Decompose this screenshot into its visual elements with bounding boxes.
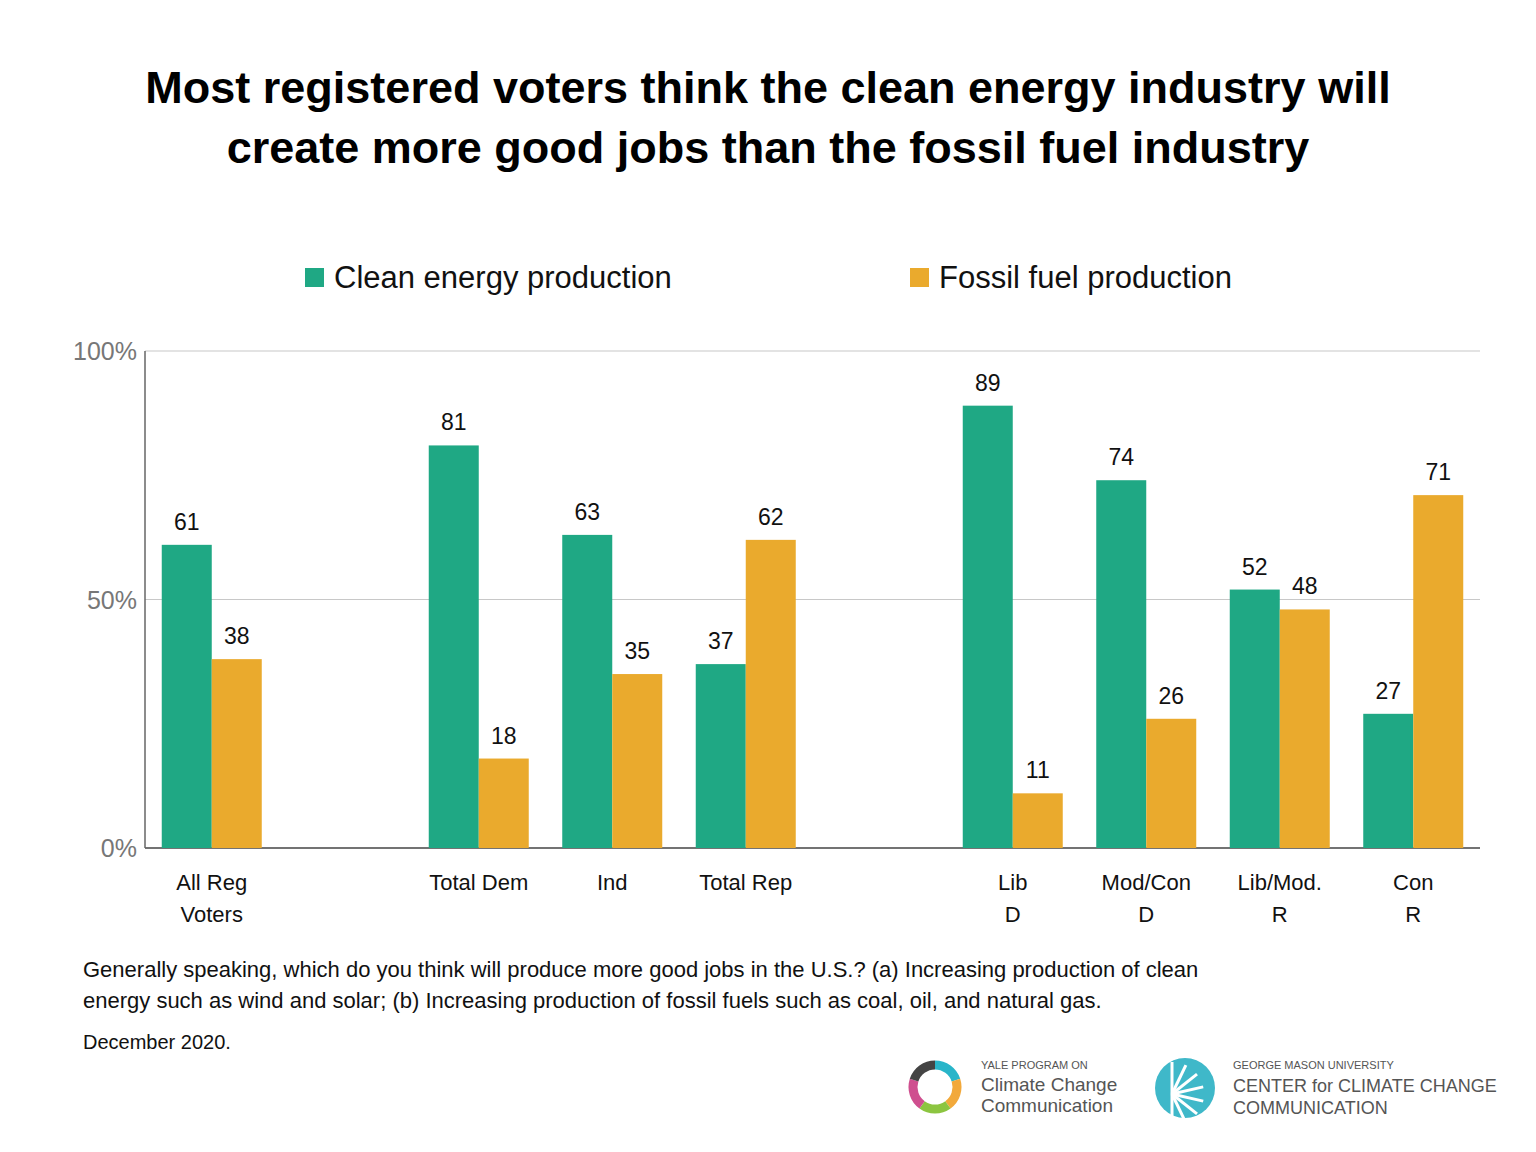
bar	[1096, 480, 1146, 848]
x-tick-label: Mod/Con D	[1102, 870, 1191, 927]
title-line: create more good jobs than the fossil fu…	[227, 122, 1310, 173]
x-tick-label: Total Dem	[429, 870, 528, 895]
logo-ring	[914, 1065, 935, 1080]
bar	[562, 535, 612, 848]
bar	[1413, 495, 1463, 848]
bar	[1230, 590, 1280, 848]
chart: Most registered voters think the clean e…	[0, 0, 1536, 1152]
bar	[612, 674, 662, 848]
x-tick-label: Total Rep	[699, 870, 792, 895]
data-label: 11	[1026, 757, 1050, 783]
x-tick-label-line: R	[1272, 902, 1288, 927]
bar	[479, 759, 529, 848]
x-tick-label-line: Con	[1393, 870, 1433, 895]
bar	[1280, 609, 1330, 848]
bar	[162, 545, 212, 848]
grid-line	[145, 350, 1480, 351]
x-tick-label-line: Lib/Mod.	[1238, 870, 1322, 895]
title: Most registered voters think the clean e…	[145, 62, 1390, 173]
data-label: 62	[758, 504, 784, 530]
bar	[746, 540, 796, 848]
x-tick-label-line: D	[1005, 902, 1021, 927]
background	[0, 0, 1536, 1152]
data-labels: 61 38 81 18 63 35 37 62 89 11 74 26 52 48 27 71	[174, 370, 1451, 784]
x-tick-label-line: Voters	[181, 902, 243, 927]
legend-label: Clean energy production	[334, 260, 672, 295]
logo-ring	[913, 1080, 922, 1105]
x-tick-label: Con R	[1393, 870, 1433, 927]
x-tick-label-line: Ind	[597, 870, 628, 895]
data-label: 48	[1292, 573, 1318, 599]
logo-text: CENTER for CLIMATE CHANGE	[1233, 1076, 1497, 1096]
data-label: 37	[708, 628, 734, 654]
y-axis	[144, 351, 146, 848]
logo-ring	[948, 1080, 957, 1105]
bar	[963, 406, 1013, 848]
title-line: Most registered voters think the clean e…	[145, 62, 1390, 113]
legend-swatch	[305, 268, 324, 287]
bar	[1013, 793, 1063, 848]
y-tick-label: 100%	[73, 337, 137, 365]
x-tick-label-line: Total Rep	[699, 870, 792, 895]
data-label: 35	[624, 638, 650, 664]
bars	[162, 406, 1464, 848]
data-label: 52	[1242, 554, 1268, 580]
x-tick-label: Lib/Mod. R	[1238, 870, 1322, 927]
data-label: 71	[1425, 459, 1451, 485]
data-label: 63	[574, 499, 600, 525]
logo-text: GEORGE MASON UNIVERSITY	[1233, 1059, 1394, 1071]
x-tick-label-line: R	[1405, 902, 1421, 927]
x-tick-label-line: All Reg	[176, 870, 247, 895]
note: Generally speaking, which do you think w…	[83, 957, 1198, 1013]
logo-text: Communication	[981, 1095, 1113, 1116]
logo-ray	[1172, 1094, 1186, 1123]
legend-swatch	[910, 268, 929, 287]
logo-text: COMMUNICATION	[1233, 1098, 1388, 1118]
logo-gmu: GEORGE MASON UNIVERSITY CENTER for CLIMAT…	[1155, 1058, 1497, 1126]
note-line: energy such as wind and solar; (b) Incre…	[83, 988, 1102, 1013]
logo-ring	[935, 1065, 956, 1080]
logo-yale: YALE PROGRAM ON Climate ChangeCommunicati…	[913, 1059, 1117, 1116]
data-label: 81	[441, 409, 467, 435]
x-tick-label-line: Total Dem	[429, 870, 528, 895]
x-tick-label-line: Mod/Con	[1102, 870, 1191, 895]
data-label: 74	[1108, 444, 1134, 470]
bar	[696, 664, 746, 848]
logo-text: YALE PROGRAM ON	[981, 1059, 1088, 1071]
x-tick-label: Ind	[597, 870, 628, 895]
logo-circle	[1155, 1058, 1215, 1118]
data-label: 27	[1375, 678, 1401, 704]
data-label: 18	[491, 723, 517, 749]
logo-ring	[922, 1105, 948, 1109]
bar	[1146, 719, 1196, 848]
bar	[1363, 714, 1413, 848]
y-tick-label: 50%	[87, 586, 137, 614]
data-label: 26	[1158, 683, 1184, 709]
bar	[212, 659, 262, 848]
logo-ray	[1172, 1087, 1203, 1094]
note-line: Generally speaking, which do you think w…	[83, 957, 1198, 982]
x-tick-label-line: Lib	[998, 870, 1027, 895]
y-tick-label: 0%	[101, 834, 137, 862]
legend-label: Fossil fuel production	[939, 260, 1232, 295]
logo-text: Climate Change	[981, 1074, 1117, 1095]
x-tick-label: Lib D	[998, 870, 1027, 927]
data-label: 89	[975, 370, 1001, 396]
data-label: 38	[224, 623, 250, 649]
x-tick-label: All Reg Voters	[176, 870, 247, 927]
date: December 2020.	[83, 1031, 231, 1053]
logo-ray	[1171, 1094, 1174, 1126]
x-tick-label-line: D	[1138, 902, 1154, 927]
bar	[429, 445, 479, 848]
data-label: 61	[174, 509, 200, 535]
